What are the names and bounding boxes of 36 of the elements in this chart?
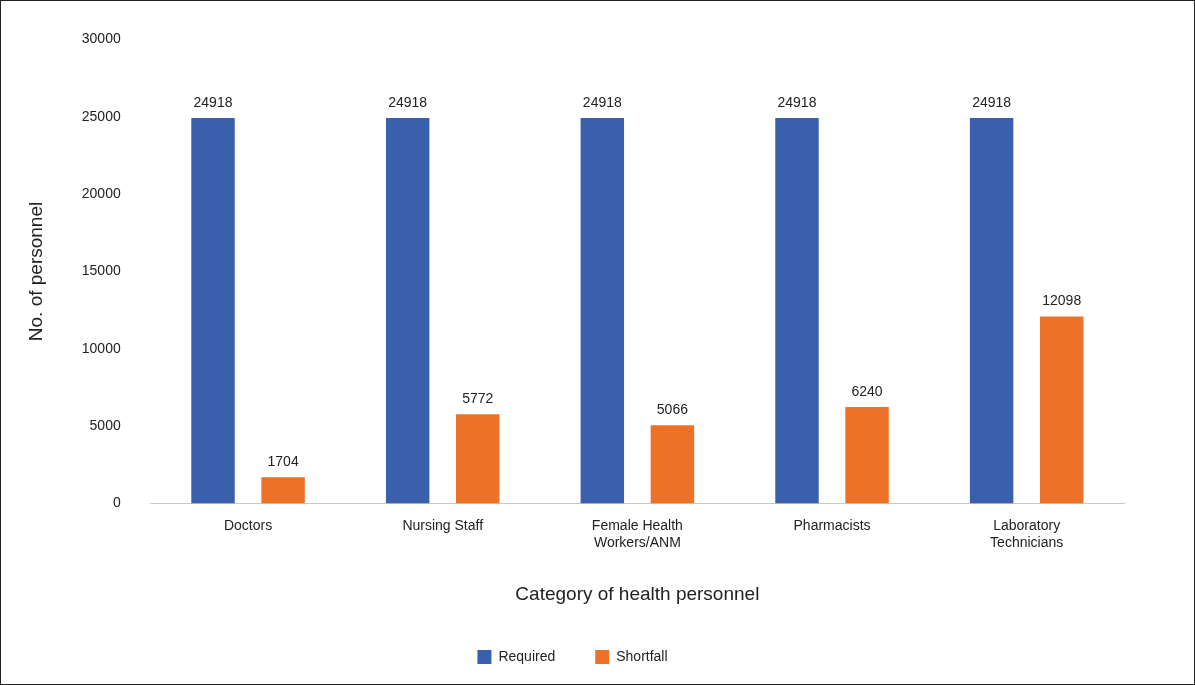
y-tick-label: 5000 (89, 417, 121, 434)
data-label: 24918 (193, 93, 233, 110)
legend-label: Shortfall (616, 647, 668, 664)
bar (650, 425, 695, 504)
bar (580, 118, 625, 504)
x-tick-label: Pharmacists (793, 516, 871, 533)
data-label: 24918 (388, 93, 428, 110)
y-tick-label: 10000 (81, 339, 121, 356)
data-label: 24918 (582, 93, 622, 110)
bar (261, 477, 305, 504)
y-axis-title: No. of personnel (24, 201, 46, 342)
y-tick-label: 20000 (81, 184, 121, 201)
data-label: 6240 (851, 382, 883, 399)
y-tick-label: 25000 (81, 107, 121, 124)
data-label: 5772 (462, 390, 494, 407)
bar (385, 118, 430, 504)
bar (456, 414, 500, 504)
data-label: 1704 (267, 453, 299, 470)
y-tick-label: 15000 (81, 262, 121, 279)
bar (191, 118, 235, 504)
data-label: 5066 (656, 401, 689, 418)
x-tick-label: Doctors (223, 516, 273, 533)
data-label: 12098 (1042, 292, 1082, 309)
x-tick-label: Female Health Workers/ANM (591, 516, 683, 550)
bar (845, 407, 889, 504)
x-tick-label: Laboratory Technicians (990, 516, 1064, 550)
data-label: 24918 (777, 93, 817, 110)
x-axis-title: Category of health personnel (515, 582, 760, 604)
bar (775, 118, 819, 504)
bar (969, 118, 1014, 504)
bar (1039, 316, 1084, 504)
x-tick-label: Nursing Staff (402, 516, 484, 533)
legend-label: Required (498, 647, 556, 664)
data-label: 24918 (972, 93, 1012, 110)
y-tick-label: 30000 (81, 30, 121, 47)
y-tick-label: 0 (112, 494, 121, 511)
